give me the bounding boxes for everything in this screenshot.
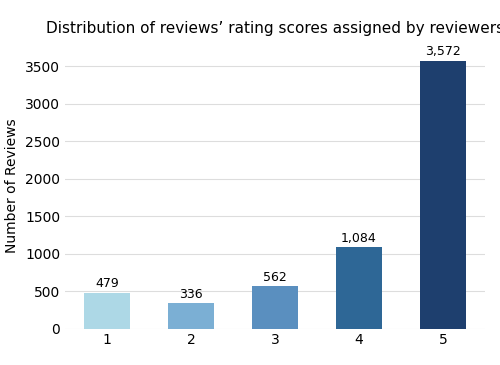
Bar: [252, 287, 298, 328]
Bar: [168, 303, 214, 328]
Text: 562: 562: [263, 271, 287, 284]
Y-axis label: Number of Reviews: Number of Reviews: [6, 119, 20, 253]
Bar: [84, 293, 130, 328]
Bar: [336, 247, 382, 328]
Title: Distribution of reviews’ rating scores assigned by reviewers: Distribution of reviews’ rating scores a…: [46, 21, 500, 36]
Text: 1,084: 1,084: [341, 232, 377, 245]
Bar: [420, 61, 466, 328]
Text: 479: 479: [96, 277, 119, 290]
Text: 336: 336: [180, 288, 203, 301]
Text: 3,572: 3,572: [425, 45, 460, 58]
